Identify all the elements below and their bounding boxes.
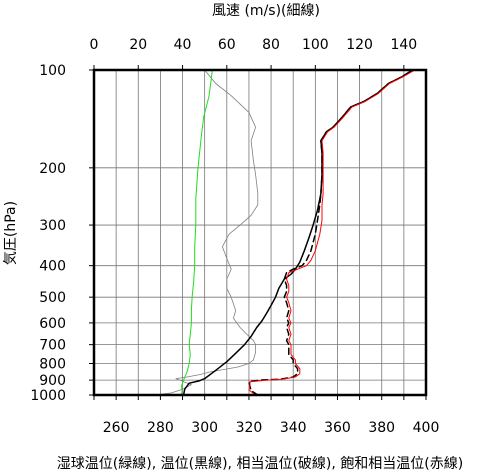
x-top-tick-label: 140: [390, 37, 417, 53]
x-bottom-tick-label: 320: [236, 420, 263, 436]
ticks: [89, 65, 427, 400]
y-tick-label: 900: [39, 373, 66, 389]
x-axis-title: 湿球温位(緑線), 温位(黒線), 相当温位(破線), 飽和相当温位(赤線): [57, 455, 463, 472]
series-line-theta_w: [180, 69, 213, 396]
y-tick-label: 300: [39, 218, 66, 234]
series-line-theta_e: [248, 69, 414, 396]
x-top-tick-label: 100: [302, 37, 329, 53]
tick-labels: 260 280 300 320 340 360 380 400 0 20 40 60 80 100 120 1…: [30, 37, 439, 436]
y-tick-label: 400: [39, 259, 66, 275]
x-bottom-tick-label: 280: [147, 420, 174, 436]
x-bottom-tick-label: 300: [191, 420, 218, 436]
plot-frame: [92, 68, 428, 397]
chart-title: 風速 (m/s)(細線): [212, 3, 320, 19]
y-axis-title: 気圧(hPa): [3, 201, 19, 265]
y-tick-label: 200: [39, 161, 66, 177]
y-tick-label: 800: [39, 357, 66, 373]
series-group: [155, 69, 416, 396]
y-tick-label: 500: [39, 290, 66, 306]
x-bottom-tick-label: 400: [413, 420, 440, 436]
x-bottom-tick-label: 340: [280, 420, 307, 436]
x-top-tick-label: 0: [90, 37, 99, 53]
x-top-tick-label: 120: [346, 37, 373, 53]
y-tick-label: 1000: [30, 388, 66, 404]
y-tick-label: 600: [39, 316, 66, 332]
x-bottom-tick-label: 360: [324, 420, 351, 436]
x-top-tick-label: 80: [262, 37, 280, 53]
x-top-tick-label: 60: [218, 37, 236, 53]
series-line-theta_es: [248, 69, 416, 396]
x-top-tick-label: 40: [174, 37, 192, 53]
series-line-wind: [155, 69, 259, 396]
y-tick-label: 100: [39, 63, 66, 79]
x-bottom-tick-label: 380: [368, 420, 395, 436]
x-bottom-tick-label: 260: [103, 420, 130, 436]
x-top-tick-label: 20: [129, 37, 147, 53]
plot-background: [94, 70, 426, 395]
y-tick-label: 700: [39, 338, 66, 354]
